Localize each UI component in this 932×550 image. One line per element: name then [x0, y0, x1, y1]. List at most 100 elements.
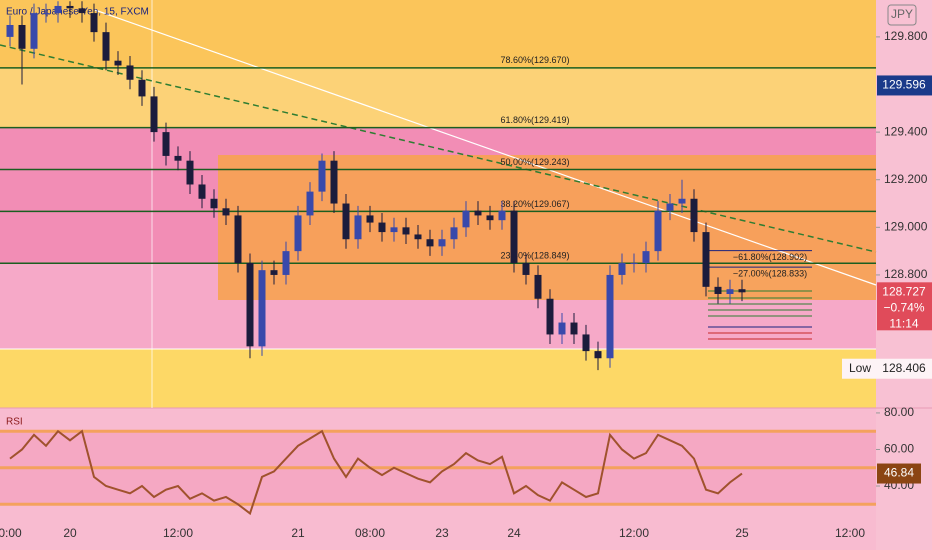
rsi-last-bg — [877, 463, 921, 484]
x-tick-label: 24 — [507, 526, 521, 540]
rsi-tick-label: 60.00 — [884, 442, 914, 456]
candle-body — [738, 289, 746, 293]
candle-body — [462, 210, 470, 228]
countdown: 11:14 — [889, 316, 918, 330]
x-tick-label: 23 — [435, 526, 449, 540]
candle-body — [318, 160, 326, 192]
level-price: 129.596 — [882, 78, 926, 92]
candle-body — [714, 286, 722, 294]
zone — [0, 349, 876, 408]
candle-body — [114, 60, 122, 66]
candle-body — [582, 334, 590, 352]
fib-label: 78.60%(129.670) — [500, 55, 569, 65]
candle-body — [30, 13, 38, 49]
candle-body — [726, 289, 734, 294]
rsi-line — [9, 429, 743, 516]
x-tick-label: 0:00 — [0, 526, 22, 540]
candle-body — [186, 160, 194, 185]
y-tick-label: 129.800 — [884, 29, 928, 43]
zone — [0, 68, 876, 128]
candle-body — [702, 232, 710, 287]
x-tick-label: 21 — [291, 526, 305, 540]
x-tick-label: 12:00 — [619, 526, 649, 540]
candle-body — [198, 184, 206, 199]
candle-body — [498, 210, 506, 221]
candle-body — [534, 274, 542, 299]
candle-body — [510, 210, 518, 264]
x-tick-label: 12:00 — [163, 526, 193, 540]
low-tag-bg — [842, 358, 932, 379]
fib-label: 23.60%(128.849) — [500, 251, 569, 261]
candle-body — [366, 215, 374, 223]
last-price-bg — [877, 282, 932, 331]
candle-body — [618, 263, 626, 275]
candle-body — [102, 32, 110, 61]
low-price: 128.406 — [882, 361, 926, 375]
candle-body — [138, 79, 146, 97]
trend-line-dashed — [0, 44, 877, 253]
chart-title: Euro / Japanese Yen, 15, FXCM — [6, 7, 149, 18]
candle-body — [342, 203, 350, 240]
trend-line — [94, 9, 877, 286]
candle-body — [486, 215, 494, 221]
fib-ext-label: −61.80%(128.902) — [733, 252, 807, 262]
candle-body — [546, 298, 554, 335]
candle-body — [354, 215, 362, 240]
candle-body — [474, 210, 482, 216]
rsi-title: RSI — [6, 417, 23, 428]
candle-body — [90, 13, 98, 33]
candle-body — [594, 351, 602, 359]
candle-body — [270, 270, 278, 275]
fib-cluster — [708, 290, 812, 340]
fib-label: 61.80%(129.419) — [500, 115, 569, 125]
candle-body — [150, 96, 158, 133]
candle-body — [258, 270, 266, 347]
candle-body — [666, 203, 674, 211]
candle-body — [570, 322, 578, 335]
fib-label: 50.00%(129.243) — [500, 157, 569, 167]
candle-body — [402, 227, 410, 235]
candle-body — [522, 263, 530, 275]
x-tick-label: 25 — [735, 526, 749, 540]
x-tick-label: 20 — [63, 526, 77, 540]
candle-body — [306, 191, 314, 216]
candle-body — [234, 215, 242, 264]
candle-body — [330, 160, 338, 204]
candle-body — [294, 215, 302, 252]
candle-body — [18, 24, 26, 49]
candle-body — [54, 5, 62, 14]
candle-body — [630, 263, 638, 265]
candle-body — [174, 155, 182, 161]
currency-box — [887, 4, 917, 26]
candle-body — [642, 251, 650, 264]
candle-body — [246, 263, 254, 347]
x-tick-label: 08:00 — [355, 526, 385, 540]
rsi-last: 46.84 — [884, 466, 914, 480]
candle-body — [654, 210, 662, 252]
candle-body — [438, 239, 446, 247]
candle-body — [126, 65, 134, 80]
candle-body — [426, 239, 434, 247]
zone — [0, 0, 876, 68]
low-label: Low — [849, 361, 871, 375]
candle-body — [378, 222, 386, 233]
box — [218, 155, 876, 300]
y-tick-label: 129.000 — [884, 219, 928, 233]
change: −0.74% — [883, 300, 924, 314]
fib-label: 38.20%(129.067) — [500, 199, 569, 209]
currency: JPY — [891, 7, 913, 21]
rsi-tick-label: 80.00 — [884, 405, 914, 419]
candle-body — [222, 208, 230, 216]
candle-body — [282, 251, 290, 275]
candle-body — [210, 198, 218, 209]
candle-body — [690, 198, 698, 233]
candle-body — [450, 227, 458, 240]
candle-body — [606, 274, 614, 359]
y-tick-label: 129.200 — [884, 172, 928, 186]
candle-body — [66, 5, 74, 9]
last-price: 128.727 — [882, 284, 926, 298]
candle-body — [78, 8, 86, 14]
candle-body — [6, 24, 14, 37]
